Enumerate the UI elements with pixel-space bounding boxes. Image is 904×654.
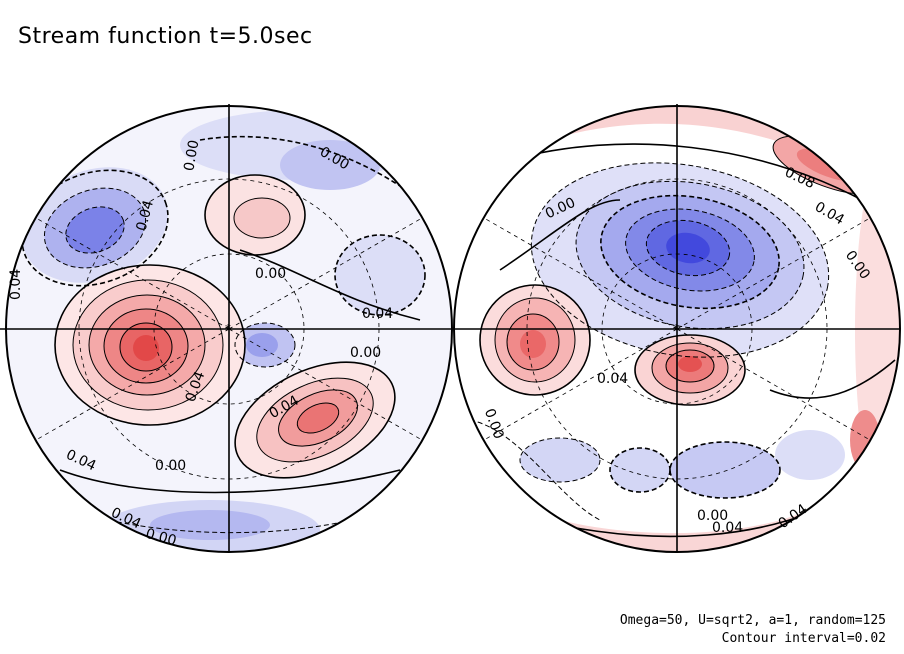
contour-label: 0.00 [697,508,728,524]
contour-label: 0.00 [255,266,286,282]
parameters-text: Omega=50, U=sqrt2, a=1, random=125 [619,613,886,628]
contour-label: 0.04 [134,198,158,232]
contour-label: 0.04 [597,371,628,387]
right-hemisphere-map: * 0.00 0.08 0.04 0.00 0.04 0.00 0.00 0.0… [453,104,901,553]
contour-label: 0.00 [155,458,186,474]
contour-label: 0.04 [8,269,24,300]
left-hemisphere-map: * 0.00 0.04 0.00 0.00 0.04 0.00 0.04 0.0… [0,104,453,553]
contour-label: 0.04 [362,306,393,322]
contour-label: 0.00 [144,526,178,550]
plot-title: Stream function t=5.0sec [18,24,313,49]
contour-interval-text: Contour interval=0.02 [721,631,886,646]
contour-label: 0.04 [712,520,743,536]
svg-text:*: * [225,322,231,336]
svg-text:*: * [673,322,679,336]
contour-label: 0.00 [181,139,202,172]
contour-label: 0.00 [350,345,381,361]
